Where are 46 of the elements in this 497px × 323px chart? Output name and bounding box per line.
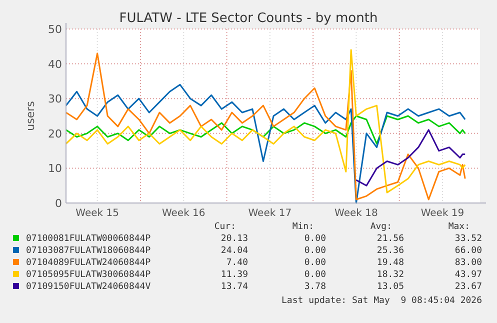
line-series: [65, 84, 466, 204]
y-tick-label: 20: [48, 127, 62, 140]
text: 24.04: [220, 246, 248, 256]
legend-label: 07104089FULATW24060844P: [26, 258, 152, 268]
text: 0.00: [304, 234, 326, 244]
text: 21.56: [376, 234, 404, 244]
x-tick-label: Week 16: [162, 208, 206, 219]
y-tick-label: 40: [48, 58, 62, 71]
y-tick-label: 0: [55, 197, 62, 210]
y-tick-label: 30: [48, 92, 62, 106]
line-series: [65, 115, 466, 145]
text: 20.13: [220, 234, 248, 244]
legend-label: 07105095FULATW30060844P: [26, 270, 152, 280]
text: 23.67: [454, 282, 482, 292]
text: 13.74: [220, 282, 248, 292]
y-tick-label: 50: [48, 23, 62, 36]
legend-label: 07103087FULATW18060844P: [26, 246, 152, 256]
text: Min:: [292, 222, 314, 232]
text: 13.05: [376, 282, 404, 292]
text: 66.00: [454, 246, 482, 256]
legend-label: 07100081FULATW00060844P: [26, 234, 152, 244]
y-tick-label: 10: [48, 162, 62, 176]
text: Last update: Sat May 9 08:45:04 2026: [282, 296, 482, 306]
text: 18.32: [376, 270, 404, 280]
line-series: [355, 129, 466, 186]
text: 25.36: [376, 246, 404, 256]
x-tick-label: Week 19: [420, 208, 464, 219]
text: 19.48: [376, 258, 404, 268]
text: Cur:: [214, 222, 236, 232]
text: 0.00: [304, 246, 326, 256]
text: 43.97: [454, 270, 482, 280]
text: 0.00: [304, 258, 326, 268]
y-axis-title: users: [24, 100, 37, 131]
x-tick-label: Week 18: [334, 208, 378, 219]
text: 33.52: [454, 234, 482, 244]
chart-title: FULATW - LTE Sector Counts - by month: [119, 11, 378, 26]
legend-label: 07109150FULATW24060844V: [26, 282, 152, 292]
x-tick-label: Week 17: [248, 208, 292, 219]
text: Avg:: [370, 222, 392, 232]
text: 7.40: [226, 258, 248, 268]
text: 11.39: [220, 270, 248, 280]
text: 0.00: [304, 270, 326, 280]
text: 3.78: [304, 282, 326, 292]
x-tick-label: Week 15: [76, 208, 119, 219]
text: 83.00: [454, 258, 482, 268]
text: Max:: [448, 222, 470, 232]
